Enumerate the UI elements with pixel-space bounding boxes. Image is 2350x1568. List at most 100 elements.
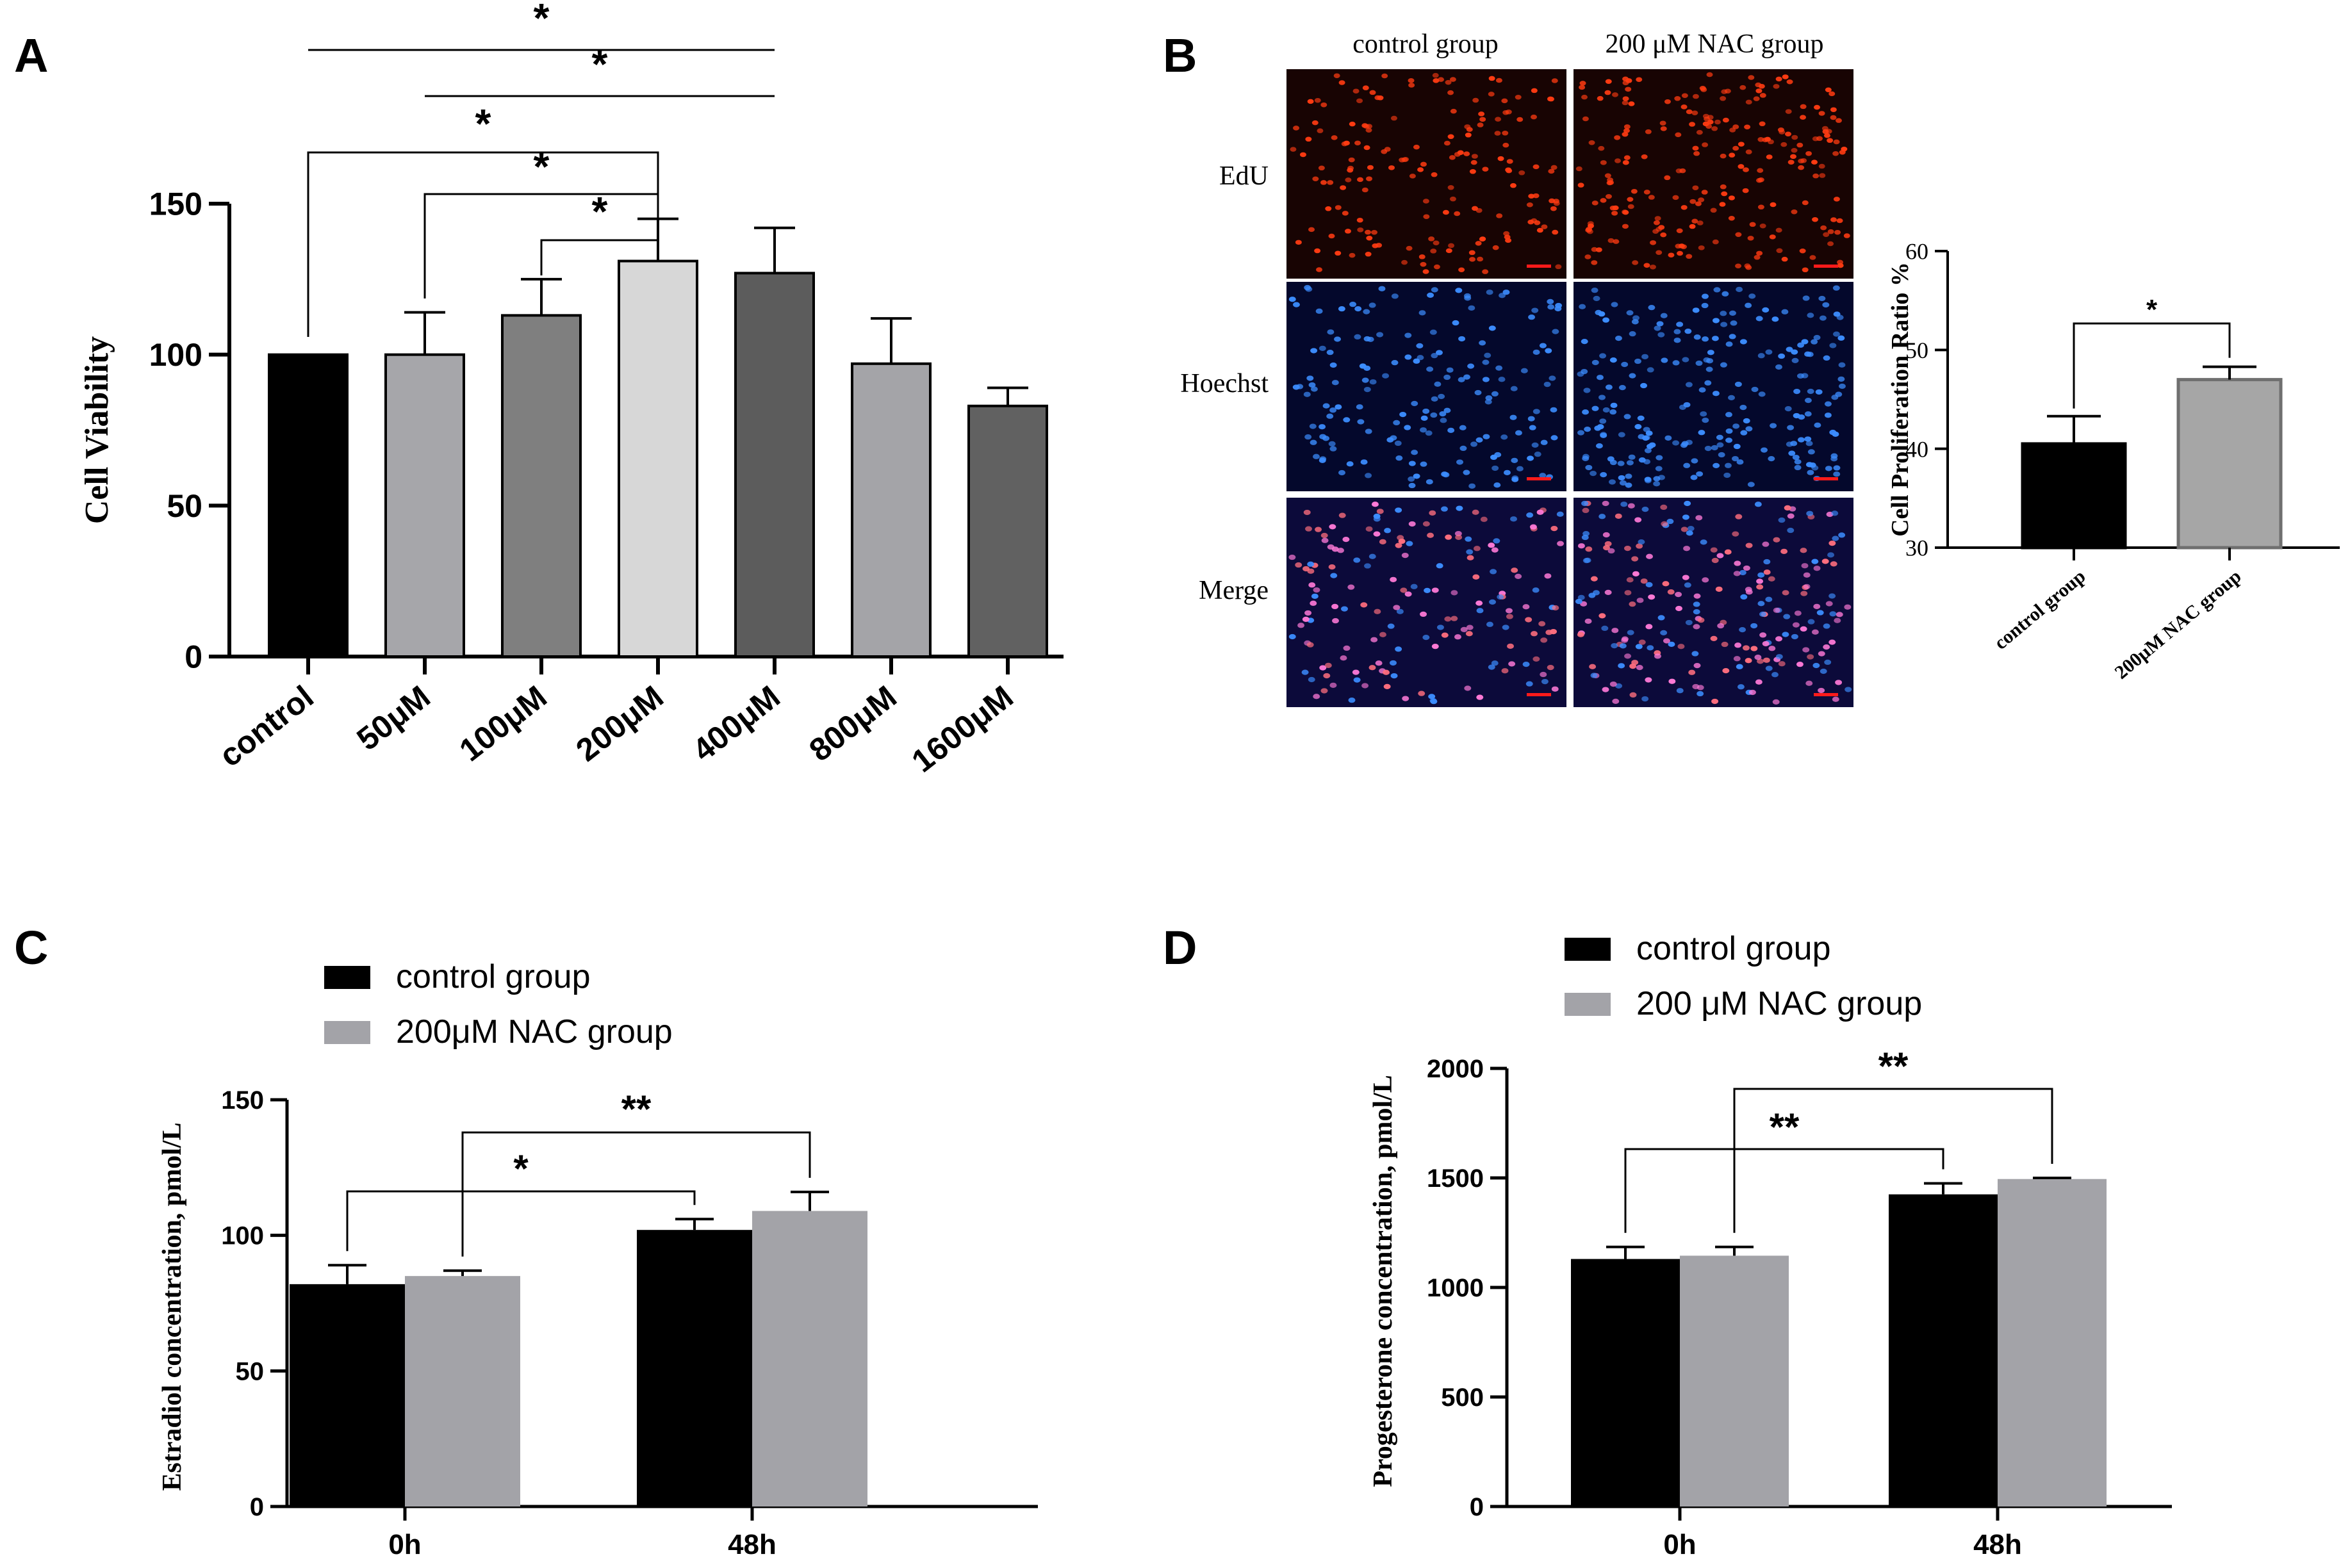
cell-nucleus [1605, 79, 1612, 84]
cell-nucleus [1532, 409, 1540, 414]
cell-nucleus [1310, 386, 1318, 392]
cell-nucleus [1843, 233, 1850, 238]
cell-nucleus [1800, 548, 1807, 553]
cell-nucleus [1579, 81, 1586, 86]
cell-nucleus [1627, 204, 1634, 209]
cell-nucleus [1728, 195, 1735, 200]
cell-nucleus [1402, 157, 1409, 162]
cell-nucleus [1778, 353, 1786, 359]
cell-nucleus [1756, 584, 1764, 590]
cell-nucleus [1418, 254, 1426, 259]
cell-nucleus [1591, 260, 1598, 265]
cell-nucleus [1805, 151, 1812, 156]
cell-nucleus [1729, 334, 1736, 339]
cell-nucleus [1600, 432, 1607, 438]
cell-nucleus [1634, 358, 1641, 364]
cell-nucleus [1799, 248, 1806, 254]
cell-nucleus [1791, 349, 1798, 355]
x-tick-label-200um: 200μM [570, 679, 670, 769]
cell-nucleus [1545, 348, 1552, 354]
cell-nucleus [1641, 354, 1649, 359]
cell-nucleus [1629, 692, 1637, 698]
cell-nucleus [1613, 239, 1620, 244]
cell-nucleus [1812, 216, 1819, 222]
cell-nucleus [1488, 92, 1495, 97]
cell-nucleus [1713, 462, 1720, 468]
cell-nucleus [1762, 541, 1770, 547]
y-tick-label: 40 [1905, 436, 1928, 462]
cell-nucleus [1707, 115, 1714, 120]
cell-nucleus [1757, 658, 1764, 664]
cell-nucleus [1448, 243, 1455, 249]
bar-200um [618, 259, 698, 658]
cell-nucleus [1757, 168, 1764, 173]
x-tick-label-50um: 50μM [350, 679, 437, 758]
cell-nucleus [1786, 347, 1793, 352]
cell-nucleus [1529, 524, 1537, 530]
cell-nucleus [1828, 540, 1836, 546]
cell-nucleus [1354, 306, 1362, 312]
cell-nucleus [1676, 322, 1684, 327]
cell-nucleus [1458, 267, 1465, 273]
cell-nucleus [1422, 521, 1430, 527]
cell-nucleus [1689, 224, 1696, 229]
cell-nucleus [1442, 209, 1449, 215]
cell-nucleus [1716, 434, 1723, 440]
cell-nucleus [1431, 587, 1439, 593]
cell-nucleus [1447, 427, 1455, 433]
cell-nucleus [1547, 96, 1554, 102]
cell-nucleus [1723, 472, 1731, 478]
cell-nucleus [1743, 565, 1750, 571]
cell-nucleus [1482, 377, 1490, 382]
cell-nucleus [1736, 664, 1743, 669]
cell-nucleus [1311, 120, 1319, 126]
cell-nucleus [1744, 263, 1751, 268]
cell-nucleus [1463, 470, 1470, 475]
cell-nucleus [1304, 526, 1312, 532]
cell-nucleus [1737, 684, 1745, 690]
cell-nucleus [1646, 553, 1654, 559]
cell-nucleus [1771, 672, 1779, 678]
cell-nucleus [1837, 259, 1844, 265]
cell-nucleus [1316, 267, 1323, 272]
cell-nucleus [1641, 506, 1649, 512]
cell-nucleus [1455, 288, 1463, 293]
cell-nucleus [1410, 584, 1418, 589]
cell-nucleus [1807, 470, 1814, 475]
cell-nucleus [1390, 435, 1397, 441]
cell-nucleus [1290, 147, 1297, 152]
significance-bracket [461, 1131, 811, 1257]
cell-nucleus [1297, 623, 1305, 628]
cell-nucleus [1494, 131, 1501, 136]
cell-nucleus [1818, 295, 1826, 302]
cell-nucleus [1493, 482, 1501, 488]
cell-nucleus [1794, 464, 1802, 471]
cell-nucleus [1695, 515, 1703, 521]
cell-nucleus [1835, 680, 1843, 685]
cell-nucleus [1532, 587, 1540, 593]
cell-nucleus [1474, 389, 1482, 396]
cell-nucleus [1622, 209, 1629, 215]
cell-nucleus [1645, 677, 1652, 683]
bar-200um-nac-group [2176, 378, 2283, 550]
cell-nucleus [1828, 639, 1836, 645]
cell-nucleus [1650, 240, 1657, 245]
chart-c-estradiol: 0 50 100 150 Estradiol concentration, pmol/L… [158, 958, 1038, 1560]
cell-nucleus [1739, 404, 1747, 411]
cell-nucleus [1329, 446, 1337, 452]
cell-nucleus [1547, 664, 1554, 671]
cell-nucleus [1754, 255, 1761, 260]
cell-nucleus [1424, 587, 1431, 594]
cell-nucleus [1475, 600, 1483, 606]
cell-nucleus [1748, 293, 1756, 299]
cell-nucleus [1491, 547, 1499, 553]
cell-nucleus [1623, 124, 1631, 129]
cell-nucleus [1615, 158, 1622, 163]
cell-nucleus [1597, 424, 1604, 430]
cell-nucleus [1818, 163, 1825, 169]
cell-nucleus [1469, 169, 1476, 174]
cell-nucleus [1663, 638, 1670, 644]
cell-nucleus [1329, 682, 1337, 688]
cell-nucleus [1668, 641, 1675, 647]
x-tick-label-control: control [213, 679, 320, 774]
